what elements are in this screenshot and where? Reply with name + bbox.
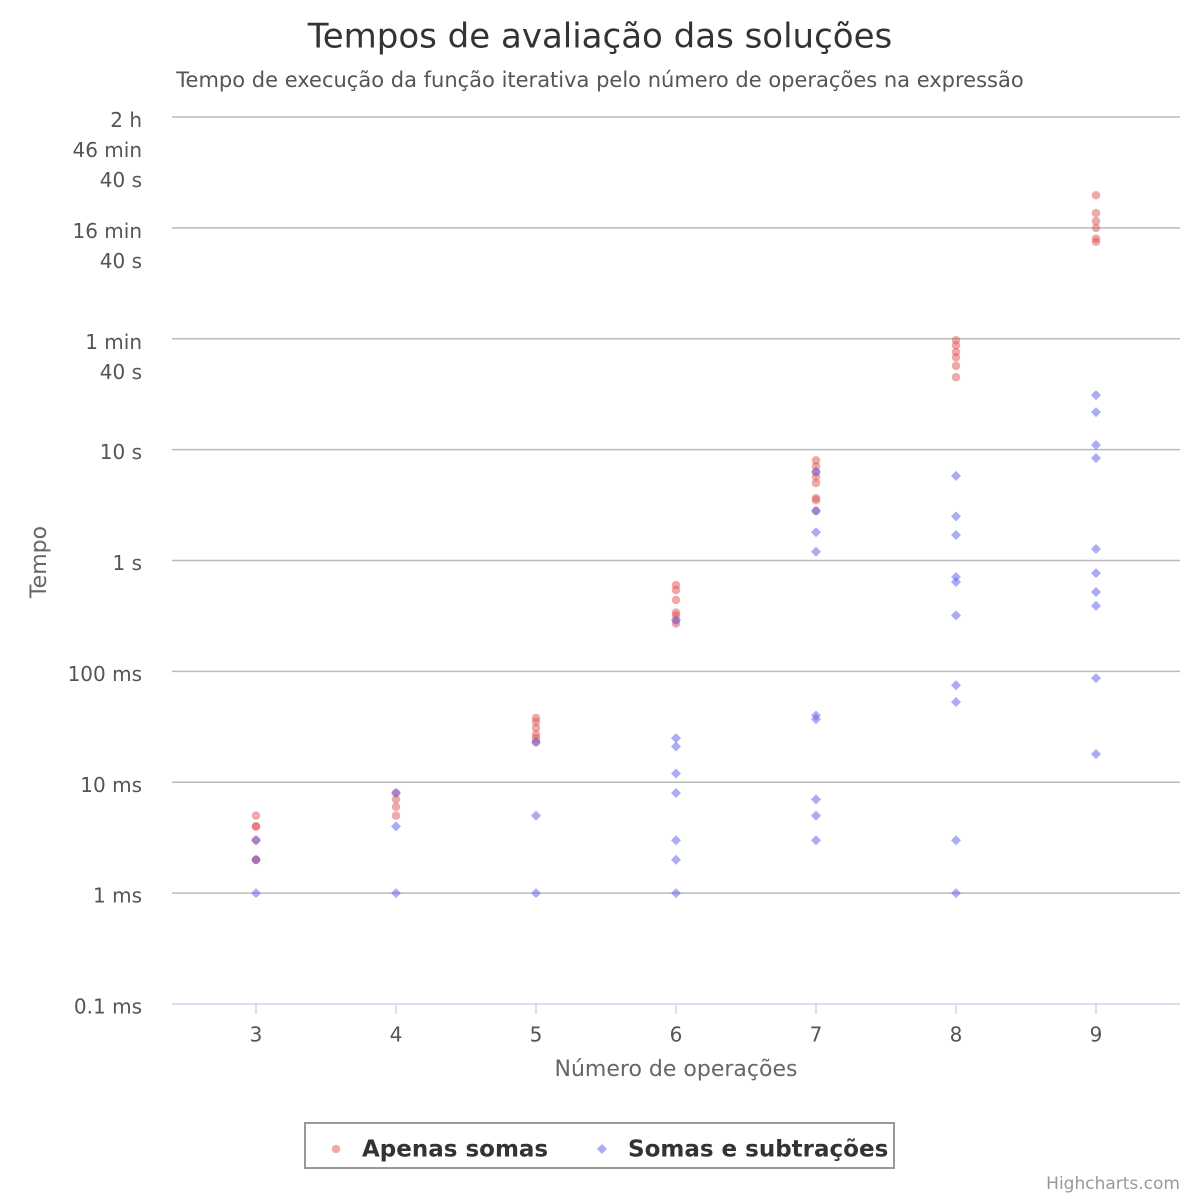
- point: [251, 811, 261, 820]
- point: [671, 854, 681, 865]
- point: [811, 505, 821, 516]
- point: [951, 696, 961, 707]
- point: [671, 787, 681, 798]
- y-tick-label: 10 ms: [80, 773, 142, 797]
- point: [671, 835, 681, 846]
- point: [671, 768, 681, 779]
- point: [811, 710, 821, 721]
- point: [1091, 190, 1101, 200]
- chart-title: Tempos de avaliação das soluções: [307, 17, 892, 57]
- point: [811, 835, 821, 846]
- point: [1091, 748, 1101, 759]
- legend-label[interactable]: Somas e subtrações: [628, 1137, 888, 1163]
- point: [1091, 673, 1101, 684]
- point: [951, 610, 961, 621]
- chart-subtitle: Tempo de execução da função iterativa pe…: [175, 68, 1023, 92]
- point: [251, 835, 261, 846]
- y-tick-label: 1 ms: [93, 884, 142, 908]
- point: [1091, 223, 1101, 233]
- point: [391, 888, 401, 899]
- x-tick-label: 6: [670, 1023, 683, 1047]
- point: [391, 811, 401, 820]
- point: [391, 795, 401, 804]
- point: [951, 888, 961, 899]
- x-tick-label: 7: [810, 1023, 823, 1047]
- point: [951, 353, 961, 362]
- point: [951, 835, 961, 846]
- point: [671, 741, 681, 752]
- point: [951, 341, 961, 350]
- point: [811, 794, 821, 805]
- x-tick-label: 9: [1090, 1023, 1103, 1047]
- point: [391, 802, 401, 812]
- point: [1091, 390, 1101, 401]
- point: [671, 595, 681, 605]
- point: [1091, 586, 1101, 597]
- point: [251, 854, 261, 865]
- point: [1091, 237, 1101, 246]
- point: [671, 733, 681, 744]
- point: [951, 361, 961, 371]
- point: [531, 717, 541, 727]
- point: [811, 478, 821, 488]
- point: [1091, 407, 1101, 418]
- point: [531, 737, 541, 748]
- x-tick-label: 4: [390, 1023, 403, 1047]
- point: [391, 787, 401, 798]
- point: [1091, 453, 1101, 464]
- point: [951, 511, 961, 522]
- point: [671, 585, 681, 595]
- y-tick-label: 10 s: [100, 440, 142, 464]
- point: [951, 571, 961, 582]
- legend-marker: [597, 1144, 607, 1154]
- point: [531, 723, 541, 733]
- point: [531, 810, 541, 821]
- point: [951, 529, 961, 540]
- point: [951, 372, 961, 382]
- point: [531, 888, 541, 899]
- point: [671, 888, 681, 899]
- point: [1091, 440, 1101, 451]
- y-tick-label: 1 min 40 s: [85, 329, 142, 383]
- point: [811, 546, 821, 557]
- point: [1091, 216, 1101, 226]
- point: [951, 680, 961, 691]
- x-axis-title: Número de operações: [555, 1057, 798, 1082]
- point: [1091, 568, 1101, 579]
- y-tick-label: 2 h 46 min 40 s: [72, 108, 142, 192]
- credits[interactable]: Highcharts.com: [1046, 1174, 1180, 1194]
- y-tick-label: 1 s: [112, 551, 142, 575]
- y-tick-label: 16 min 40 s: [72, 218, 142, 272]
- point: [251, 822, 261, 831]
- x-tick-label: 3: [250, 1023, 263, 1047]
- point: [811, 527, 821, 538]
- point: [951, 470, 961, 481]
- legend-marker: [331, 1144, 341, 1154]
- y-tick-label: 0.1 ms: [74, 995, 142, 1019]
- legend-box: [304, 1122, 895, 1169]
- point: [1091, 600, 1101, 611]
- point: [1091, 543, 1101, 554]
- point: [391, 821, 401, 832]
- point: [1091, 208, 1101, 218]
- x-tick-label: 5: [530, 1023, 543, 1047]
- y-axis-title: Tempo: [27, 526, 52, 599]
- legend-label[interactable]: Apenas somas: [362, 1137, 548, 1163]
- point: [251, 888, 261, 899]
- point: [811, 810, 821, 821]
- y-tick-label: 100 ms: [68, 662, 142, 686]
- x-tick-label: 8: [950, 1023, 963, 1047]
- point: [811, 495, 821, 505]
- point: [811, 466, 821, 477]
- point: [671, 615, 681, 626]
